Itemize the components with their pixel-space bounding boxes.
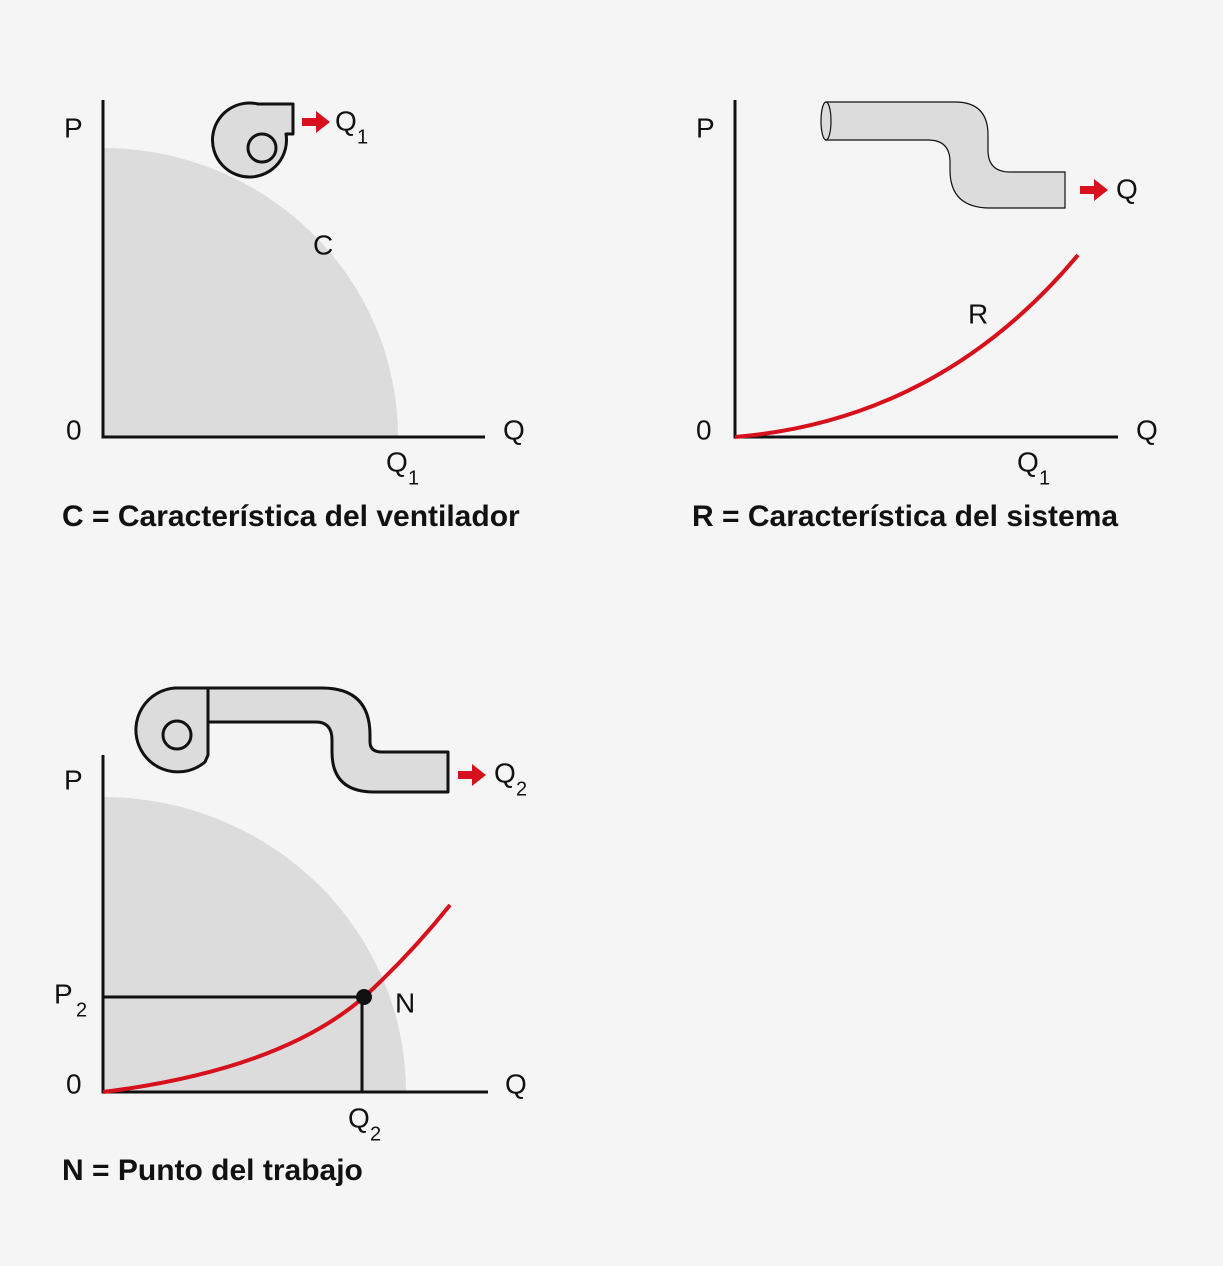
axis-y-label: P (64, 764, 83, 795)
pipe-icon (825, 101, 1066, 209)
flow-label-sub: 2 (516, 778, 527, 800)
caption: R = Característica del sistema (692, 500, 1118, 533)
curve-label: N (395, 987, 415, 1018)
pipe-icon (206, 686, 450, 794)
caption: C = Característica del ventilador (62, 500, 520, 533)
origin-label: 0 (696, 414, 712, 445)
x-mark-label-sub: 1 (408, 467, 419, 489)
work-point (356, 989, 372, 1005)
y-mark-label-sub: 2 (76, 999, 87, 1021)
curve-label: C (313, 229, 333, 260)
caption: N = Punto del trabajo (62, 1154, 363, 1187)
flow-label: Q (494, 757, 516, 788)
y-mark-label: P (54, 978, 73, 1009)
axes (101, 100, 485, 439)
axis-x-label: Q (503, 414, 525, 445)
x-mark-label: Q (1017, 446, 1039, 477)
fan-area (103, 797, 406, 1092)
arrow (1080, 179, 1108, 201)
fan-hub (246, 132, 278, 164)
axis-y-label: P (64, 112, 83, 143)
guide-lines (103, 995, 364, 1092)
arrow (302, 111, 330, 133)
flow-label: Q (1116, 173, 1138, 204)
system-curve (102, 903, 452, 1094)
fan-hub (161, 719, 193, 751)
x-mark-label: Q (348, 1102, 370, 1133)
origin-label: 0 (66, 1068, 82, 1099)
axis-x-label: Q (505, 1068, 527, 1099)
flow-label: Q (335, 105, 357, 136)
system-curve (734, 253, 1080, 439)
axis-y-label: P (696, 112, 715, 143)
flow-label-sub: 1 (357, 126, 368, 148)
x-mark-label: Q (386, 446, 408, 477)
pipe-end (820, 101, 832, 141)
axis-x-label: Q (1136, 414, 1158, 445)
origin-label: 0 (66, 414, 82, 445)
arrow (458, 764, 486, 786)
fan-area (103, 148, 398, 437)
curve-label: R (968, 298, 988, 329)
x-mark-label-sub: 2 (370, 1123, 381, 1145)
x-mark-label-sub: 1 (1039, 467, 1050, 489)
